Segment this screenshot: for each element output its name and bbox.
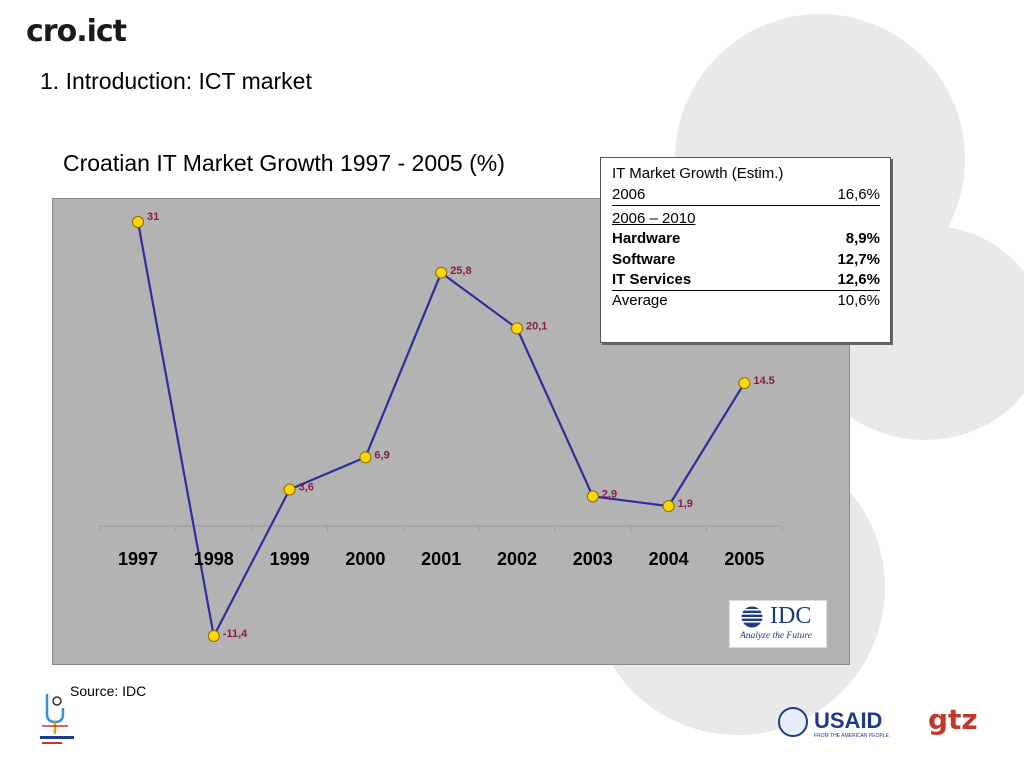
idc-globe-icon — [738, 606, 766, 628]
gtz-logo: gtz — [928, 703, 978, 736]
data-label: 31 — [147, 211, 159, 223]
x-tick-label: 2001 — [421, 549, 461, 569]
usaid-seal-icon — [778, 707, 808, 737]
data-label: 2,9 — [602, 488, 617, 500]
usaid-subtitle: FROM THE AMERICAN PEOPLE — [814, 733, 889, 739]
info-it-services-row: IT Services 12,6% — [612, 270, 880, 291]
info-heading: IT Market Growth (Estim.) — [612, 165, 784, 182]
data-point-marker — [738, 377, 751, 390]
forecast-info-box: IT Market Growth (Estim.) 2006 16,6% 200… — [600, 157, 891, 343]
x-tick-label: 2003 — [573, 549, 613, 569]
info-it-services-value: 12,6% — [837, 271, 880, 288]
data-point-marker — [132, 216, 144, 228]
info-hardware-row: Hardware 8,9% — [612, 229, 880, 250]
x-tick-label: 1998 — [194, 549, 234, 569]
data-point-marker — [207, 630, 220, 642]
info-average-label: Average — [612, 292, 668, 309]
info-hardware-value: 8,9% — [845, 230, 880, 247]
idc-logo: IDC Analyze the Future — [729, 600, 827, 648]
x-tick-label: 2000 — [345, 549, 385, 569]
usaid-logo: USAID FROM THE AMERICAN PEOPLE — [776, 705, 902, 745]
info-2006-value: 16,6% — [837, 185, 880, 203]
source-note: Source: IDC — [70, 683, 147, 699]
data-label: 3,6 — [299, 482, 314, 494]
data-point-marker — [283, 483, 296, 496]
info-average-value: 10,6% — [837, 292, 880, 309]
logo-text: cro.ict — [26, 14, 127, 49]
info-software-label: Software — [612, 250, 676, 268]
data-label: -11,4 — [223, 628, 248, 640]
data-label: 20,1 — [526, 320, 547, 332]
usaid-text: USAID — [814, 708, 883, 733]
bottom-left-logo — [40, 694, 74, 744]
slide-title: 1. Introduction: ICT market — [40, 68, 312, 94]
data-point-marker — [511, 322, 523, 335]
data-point-marker — [359, 451, 372, 464]
idc-name: IDC — [770, 603, 812, 629]
info-2006-row: 2006 16,6% — [612, 185, 880, 206]
cro-ict-logo: cro.ict — [26, 14, 166, 58]
data-point-marker — [435, 266, 448, 279]
data-label: 14.5 — [753, 375, 774, 387]
data-label: 25,8 — [450, 265, 471, 277]
x-tick-label: 1997 — [118, 549, 158, 569]
data-point-marker — [662, 500, 675, 513]
x-tick-label: 2004 — [649, 549, 689, 569]
info-period-label: 2006 – 2010 — [612, 209, 696, 227]
info-software-value: 12,7% — [837, 250, 880, 268]
data-point-marker — [586, 490, 599, 503]
data-label: 1,9 — [678, 498, 693, 510]
info-heading-row: IT Market Growth (Estim.) — [612, 164, 880, 185]
info-period-row: 2006 – 2010 — [612, 209, 880, 230]
info-software-row: Software 12,7% — [612, 250, 880, 271]
info-hardware-label: Hardware — [612, 230, 681, 247]
chart-title: Croatian IT Market Growth 1997 - 2005 (%… — [63, 150, 505, 176]
info-average-row: Average 10,6% — [612, 291, 880, 312]
x-tick-label: 2002 — [497, 549, 537, 569]
x-tick-label: 2005 — [724, 549, 764, 569]
x-tick-label: 1999 — [270, 549, 310, 569]
data-label: 6,9 — [374, 449, 389, 461]
idc-tagline: Analyze the Future — [740, 631, 812, 641]
info-it-services-label: IT Services — [612, 271, 692, 288]
info-2006-label: 2006 — [612, 185, 646, 203]
